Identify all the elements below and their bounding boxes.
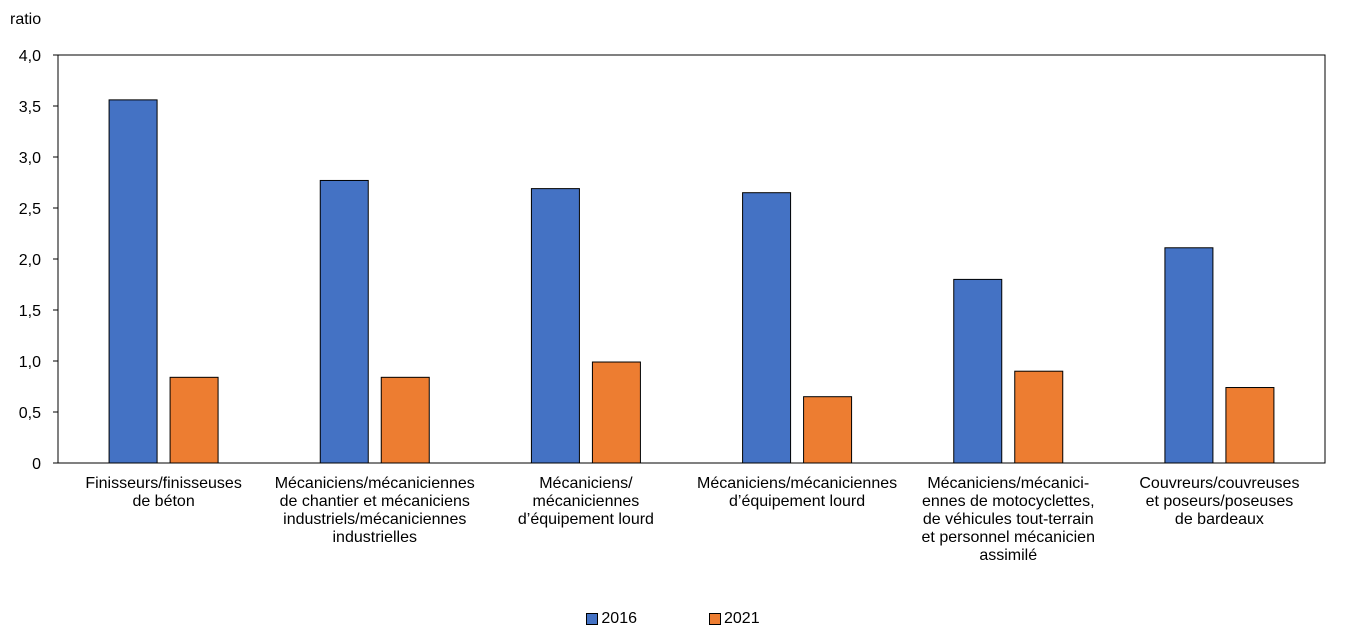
plot-area-frame	[57, 54, 1326, 464]
y-tick-label: 2,0	[19, 252, 41, 269]
bar-2016	[1164, 247, 1214, 464]
bar-2021	[1225, 387, 1275, 464]
y-tick-label: 1,5	[19, 303, 41, 320]
bar-2016	[108, 99, 158, 464]
bar-2021	[803, 396, 853, 464]
x-category-label: Mécaniciens/mécaniciennes de chantier et …	[275, 475, 475, 546]
legend-item-2016: 2016	[586, 609, 637, 629]
y-tick-label: 0	[32, 456, 41, 473]
y-tick-label: 3,5	[19, 99, 41, 116]
legend: 2016 2021	[0, 609, 1346, 629]
y-tick-label: 1,0	[19, 354, 41, 371]
legend-label-2016: 2016	[601, 610, 637, 627]
bar-2016	[530, 188, 580, 464]
legend-label-2021: 2021	[724, 610, 760, 627]
y-axis-label: ratio	[10, 11, 41, 28]
bar-2016	[953, 278, 1003, 464]
y-tick-label: 2,5	[19, 201, 41, 218]
y-tick-label: 0,5	[19, 405, 41, 422]
x-category-label: Mécaniciens/mécaniciennes d’équipement lo…	[697, 475, 897, 510]
x-category-label: Couvreurs/couvreuses et poseurs/poseuses d…	[1139, 475, 1299, 528]
y-tick-label: 4,0	[19, 48, 41, 65]
bar-2021	[1014, 370, 1064, 464]
x-category-label: Finisseurs/finisseuses de béton	[85, 475, 242, 510]
bar-2021	[380, 376, 430, 464]
legend-swatch-2016	[586, 613, 599, 625]
x-category-label: Mécaniciens/mécaniciennes d’équipement lo…	[518, 475, 654, 528]
x-category-label: Mécaniciens/mécanici-ennes de motocyclet…	[922, 475, 1095, 564]
bar-2021	[591, 361, 641, 464]
y-tick-label: 3,0	[19, 150, 41, 167]
bar-2016	[319, 179, 369, 464]
legend-item-2021: 2021	[709, 609, 760, 629]
legend-swatch-2021	[709, 613, 721, 625]
bar-2016	[742, 192, 792, 464]
bar-2021	[169, 376, 219, 464]
